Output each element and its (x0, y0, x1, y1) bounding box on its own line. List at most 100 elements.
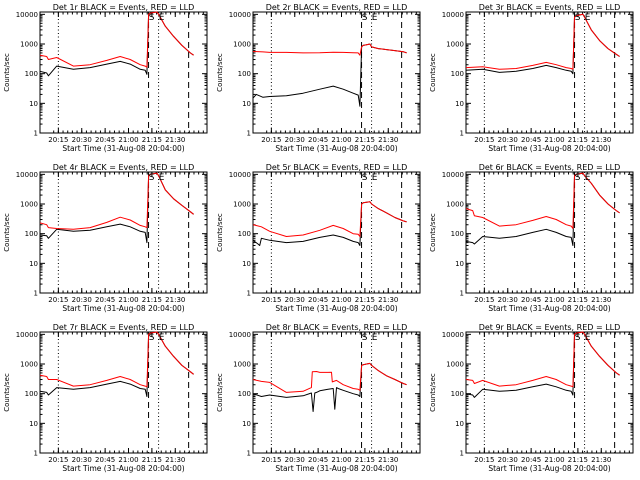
x-tick-label: 20:30 (498, 456, 518, 464)
x-tick-label: 21:15 (355, 296, 375, 304)
events-series-line (252, 201, 407, 246)
y-tick-label: 10000 (442, 331, 464, 339)
chart-panel-2: Det 2r BLACK = Events, RED = LLD 1 10 100 10… (216, 3, 421, 153)
x-tick-label: 20:45 (521, 296, 541, 304)
chart-title: Det 6r BLACK = Events, RED = LLD (479, 163, 621, 172)
plot-frame (252, 11, 421, 134)
chart-panel-9: Det 9r BLACK = Events, RED = LLD 1 10 100 10… (429, 323, 634, 473)
chart-title: Det 3r BLACK = Events, RED = LLD (479, 3, 621, 12)
marker-label-e: E (585, 333, 591, 343)
lld-series-line (252, 201, 407, 237)
x-tick-label: 21:30 (378, 456, 398, 464)
plot-frame (465, 171, 634, 294)
marker-label-s: S (362, 173, 368, 183)
lld-series-line (465, 331, 620, 388)
y-axis-label: Counts/sec (3, 213, 11, 252)
x-tick-label: 20:45 (95, 136, 115, 144)
x-tick-label: 20:45 (95, 456, 115, 464)
x-tick-label: 21:00 (331, 456, 351, 464)
y-axis-label: Counts/sec (429, 373, 437, 412)
y-tick-label: 1000 (446, 361, 464, 369)
chart-panel-1: Det 1r BLACK = Events, RED = LLD 1 10 100 10… (3, 3, 208, 153)
y-tick-label: 10000 (16, 11, 38, 19)
y-tick-label: 1 (247, 290, 251, 298)
y-tick-label: 100 (238, 390, 251, 398)
y-tick-label: 10000 (16, 331, 38, 339)
marker-label-e: E (372, 333, 378, 343)
y-tick-label: 10000 (229, 331, 251, 339)
events-series-line (465, 331, 620, 398)
x-tick-label: 21:15 (568, 136, 588, 144)
x-tick-label: 20:45 (521, 456, 541, 464)
y-tick-label: 10000 (442, 11, 464, 19)
x-tick-label: 20:15 (48, 456, 68, 464)
x-tick-label: 20:30 (72, 456, 92, 464)
plot-frame (39, 331, 208, 454)
chart-title: Det 5r BLACK = Events, RED = LLD (266, 163, 408, 172)
plot-frame (39, 171, 208, 294)
y-tick-label: 1000 (233, 201, 251, 209)
plot-frame (465, 11, 634, 134)
x-tick-label: 21:00 (331, 296, 351, 304)
y-tick-label: 1000 (446, 41, 464, 49)
lld-series-line (252, 43, 407, 56)
chart-panel-3: Det 3r BLACK = Events, RED = LLD 1 10 100 10… (429, 3, 634, 153)
x-axis-label: Start Time (31-Aug-08 20:04:00) (275, 144, 397, 153)
x-tick-label: 21:00 (118, 456, 138, 464)
y-tick-label: 100 (451, 230, 464, 238)
x-tick-label: 21:00 (331, 136, 351, 144)
y-tick-label: 100 (25, 70, 38, 78)
events-series-line (465, 13, 620, 75)
x-tick-label: 20:15 (474, 456, 494, 464)
y-tick-label: 1000 (233, 361, 251, 369)
plot-frame (465, 331, 634, 454)
y-tick-label: 100 (238, 230, 251, 238)
y-tick-label: 100 (25, 230, 38, 238)
lld-series-line (39, 331, 194, 388)
y-tick-label: 10 (242, 100, 251, 108)
y-tick-label: 1000 (20, 201, 38, 209)
plot-frame (39, 11, 208, 134)
y-tick-label: 1 (34, 130, 38, 138)
y-tick-label: 10 (29, 100, 38, 108)
y-tick-label: 1 (247, 450, 251, 458)
y-tick-label: 1 (460, 290, 464, 298)
x-tick-label: 21:15 (142, 136, 162, 144)
chart-title: Det 7r BLACK = Events, RED = LLD (53, 323, 195, 332)
chart-panel-4: Det 4r BLACK = Events, RED = LLD 1 10 100 10… (3, 163, 208, 313)
x-axis-label: Start Time (31-Aug-08 20:04:00) (275, 304, 397, 313)
x-tick-label: 20:15 (474, 136, 494, 144)
y-tick-label: 10 (29, 420, 38, 428)
lld-series-line (252, 362, 407, 393)
x-tick-label: 21:15 (355, 456, 375, 464)
x-tick-label: 20:15 (48, 296, 68, 304)
y-tick-label: 10 (455, 100, 464, 108)
plot-frame (252, 171, 421, 294)
x-axis-label: Start Time (31-Aug-08 20:04:00) (275, 464, 397, 473)
x-tick-label: 20:15 (474, 296, 494, 304)
chart-title: Det 1r BLACK = Events, RED = LLD (53, 3, 195, 12)
x-tick-label: 21:30 (591, 136, 611, 144)
x-axis-label: Start Time (31-Aug-08 20:04:00) (488, 304, 610, 313)
chart-panel-8: Det 8r BLACK = Events, RED = LLD 1 10 100 10… (216, 323, 421, 473)
y-tick-label: 10000 (229, 171, 251, 179)
marker-label-e: E (585, 13, 591, 23)
marker-label-e: E (372, 13, 378, 23)
marker-label-s: S (149, 13, 155, 23)
x-tick-label: 20:30 (285, 136, 305, 144)
x-tick-label: 20:30 (72, 296, 92, 304)
y-tick-label: 100 (25, 390, 38, 398)
lld-series-line (39, 172, 194, 230)
chart-title: Det 8r BLACK = Events, RED = LLD (266, 323, 408, 332)
marker-label-s: S (362, 13, 368, 23)
x-tick-label: 20:45 (521, 136, 541, 144)
x-tick-label: 21:15 (568, 296, 588, 304)
y-tick-label: 1000 (233, 41, 251, 49)
y-axis-label: Counts/sec (216, 373, 224, 412)
y-tick-label: 1 (34, 290, 38, 298)
marker-label-e: E (159, 333, 165, 343)
x-axis-label: Start Time (31-Aug-08 20:04:00) (488, 464, 610, 473)
marker-label-e: E (159, 13, 165, 23)
x-tick-label: 21:00 (544, 456, 564, 464)
